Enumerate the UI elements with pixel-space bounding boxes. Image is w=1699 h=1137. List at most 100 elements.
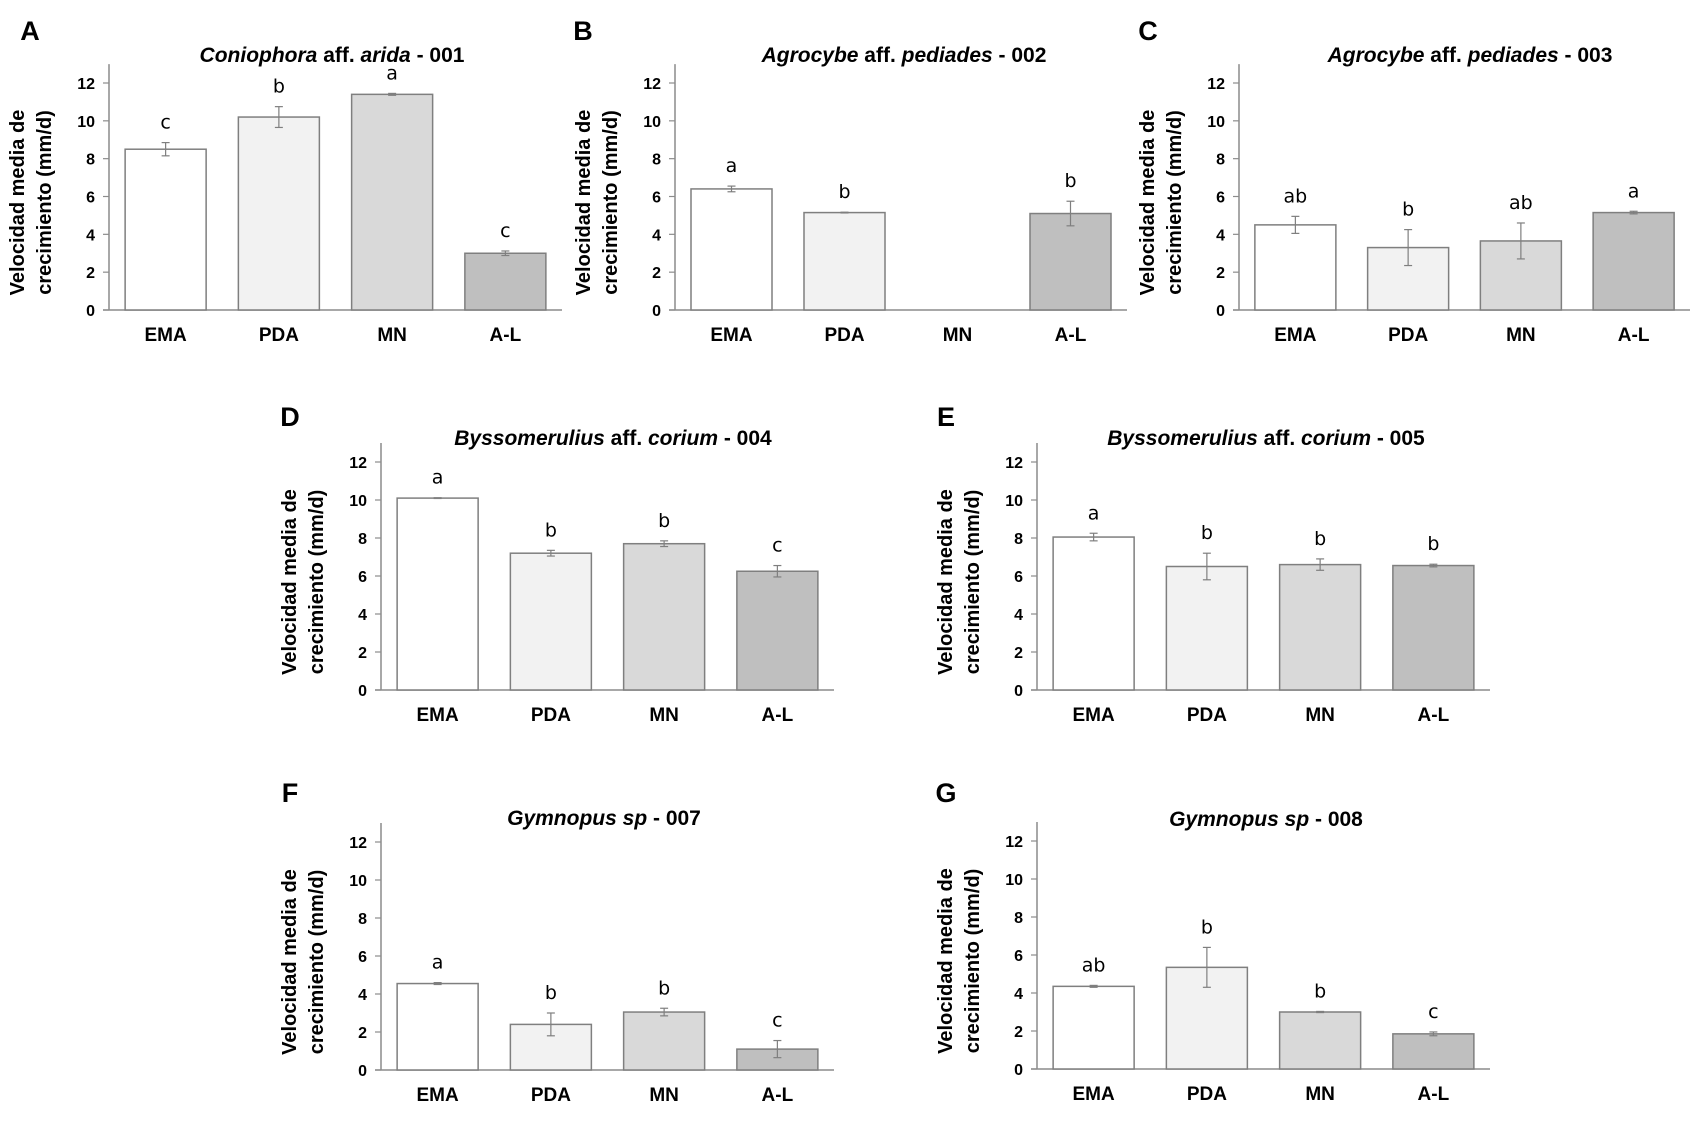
y-tick-label: 0 — [1014, 683, 1023, 700]
y-tick-label: 6 — [1014, 569, 1023, 586]
y-tick-label: 10 — [643, 114, 661, 131]
x-tick-label: PDA — [1187, 1084, 1227, 1105]
chart-panel-e: E Byssomerulius aff. corium - 005 Velocida… — [935, 402, 1490, 726]
y-tick-label: 2 — [358, 1025, 367, 1042]
significance-letter: b — [838, 181, 850, 203]
y-tick-label: 10 — [349, 873, 367, 890]
chart-title-part: Agrocybe — [1327, 44, 1425, 67]
x-tick-label: MN — [649, 705, 679, 726]
significance-letter: b — [1314, 980, 1326, 1002]
y-tick-label: 2 — [86, 265, 95, 282]
chart-title: Agrocybe aff. pediades - 002 — [761, 44, 1047, 67]
significance-letter: a — [726, 155, 738, 177]
bar-pda — [1165, 565, 1249, 691]
x-tick-label: MN — [377, 325, 407, 346]
y-axis-label: Velocidad media de — [935, 868, 957, 1054]
y-tick-label: 0 — [1216, 303, 1225, 320]
chart-title-part: pediades — [901, 44, 993, 67]
chart-title-part: - 008 — [1309, 808, 1363, 831]
y-axis-label: crecimiento (mm/d) — [962, 490, 984, 674]
bar-mn — [1278, 563, 1362, 691]
x-tick-label: EMA — [710, 325, 753, 346]
y-axis-label: Velocidad media de — [279, 869, 301, 1055]
x-tick-label: PDA — [1388, 325, 1428, 346]
chart-title-part: corium — [1301, 427, 1371, 450]
x-tick-label: A-L — [762, 705, 794, 726]
y-tick-label: 8 — [1014, 531, 1023, 548]
y-tick-label: 6 — [358, 569, 367, 586]
chart-title-part: aff. — [858, 44, 901, 67]
chart-title-part: Coniophora — [200, 44, 318, 67]
y-tick-label: 0 — [358, 1063, 367, 1080]
y-tick-label: 2 — [652, 265, 661, 282]
significance-letter: ab — [1509, 192, 1533, 214]
bar-pda — [803, 211, 886, 311]
x-tick-label: MN — [1305, 705, 1335, 726]
x-tick-label: MN — [943, 325, 973, 346]
x-tick-label: A-L — [1618, 325, 1650, 346]
chart-panel-d: D Byssomerulius aff. corium - 004 Velocida… — [279, 402, 834, 726]
chart-title-part: aff. — [317, 44, 360, 67]
significance-letter: c — [772, 1010, 782, 1032]
panel-letter: B — [573, 16, 593, 46]
y-tick-label: 6 — [358, 949, 367, 966]
bar-ema — [1254, 224, 1337, 311]
panel-letter: C — [1138, 16, 1158, 46]
y-tick-label: 12 — [643, 76, 661, 93]
x-tick-label: MN — [1506, 325, 1536, 346]
significance-letter: b — [545, 982, 557, 1004]
significance-letter: a — [1088, 502, 1100, 524]
y-tick-label: 2 — [1216, 265, 1225, 282]
y-tick-label: 10 — [1005, 493, 1023, 510]
y-tick-label: 6 — [86, 190, 95, 207]
y-axis-label: crecimiento (mm/d) — [306, 870, 328, 1054]
chart-title-part: Byssomerulius — [454, 427, 605, 450]
significance-letter: c — [160, 112, 170, 134]
significance-letter: b — [1064, 170, 1076, 192]
y-tick-label: 10 — [77, 114, 95, 131]
y-tick-label: 10 — [1207, 114, 1225, 131]
significance-letter: b — [1427, 533, 1439, 555]
y-tick-label: 6 — [1216, 190, 1225, 207]
y-tick-label: 6 — [652, 190, 661, 207]
y-tick-label: 4 — [652, 227, 661, 244]
chart-title-part: Gymnopus sp — [1169, 808, 1309, 831]
y-tick-label: 8 — [86, 152, 95, 169]
y-tick-label: 0 — [652, 303, 661, 320]
bar-ema — [396, 497, 479, 691]
bar-a-l — [1392, 1033, 1475, 1070]
y-tick-label: 12 — [1005, 455, 1023, 472]
y-tick-label: 4 — [86, 227, 95, 244]
x-tick-label: A-L — [1418, 705, 1450, 726]
chart-title-part: aff. — [1258, 427, 1301, 450]
y-axis-label: crecimiento (mm/d) — [962, 869, 984, 1053]
chart-title: Byssomerulius aff. corium - 005 — [1107, 427, 1425, 450]
x-tick-label: PDA — [531, 705, 571, 726]
x-tick-label: MN — [1305, 1084, 1335, 1105]
y-axis-label: crecimiento (mm/d) — [34, 110, 56, 294]
y-tick-label: 4 — [1216, 227, 1225, 244]
y-tick-label: 8 — [358, 911, 367, 928]
x-tick-label: EMA — [1073, 705, 1116, 726]
bar-ema — [690, 188, 773, 311]
significance-letter: b — [273, 76, 285, 98]
significance-letter: c — [772, 535, 782, 557]
chart-title-part: Byssomerulius — [1107, 427, 1258, 450]
y-tick-label: 12 — [349, 835, 367, 852]
x-tick-label: EMA — [417, 1085, 460, 1106]
y-tick-label: 12 — [77, 76, 95, 93]
y-tick-label: 2 — [358, 645, 367, 662]
bar-pda — [509, 552, 593, 691]
y-tick-label: 0 — [86, 303, 95, 320]
chart-panel-f: F Gymnopus sp - 007 Velocidad media de crec… — [279, 778, 834, 1106]
chart-title: Gymnopus sp - 008 — [1169, 808, 1363, 831]
chart-title: Coniophora aff. arida - 001 — [200, 44, 465, 67]
bar-a-l — [1592, 211, 1675, 311]
significance-letter: b — [658, 510, 670, 532]
significance-letter: b — [1402, 199, 1414, 221]
x-tick-label: A-L — [1418, 1084, 1450, 1105]
chart-title: Gymnopus sp - 007 — [507, 807, 701, 830]
y-tick-label: 8 — [1216, 152, 1225, 169]
y-axis-label: crecimiento (mm/d) — [600, 110, 622, 294]
